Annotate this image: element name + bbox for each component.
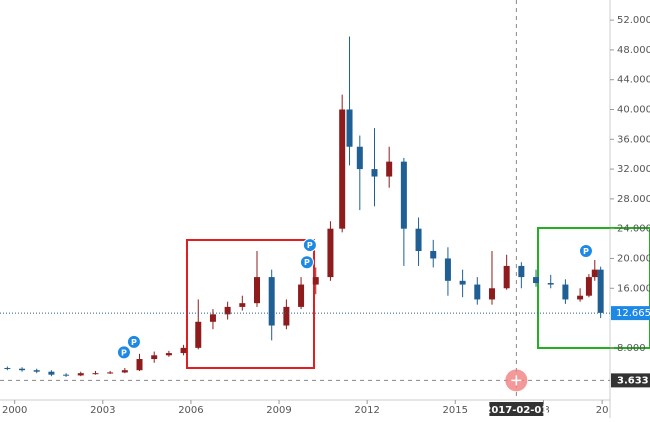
y-tick-label: 40.000 — [617, 104, 650, 115]
crosshair-y-label: 3.633 — [617, 375, 649, 386]
x-tick-label: 18 — [537, 405, 550, 416]
x-tick-label: 2009 — [266, 405, 291, 416]
candle-body — [597, 269, 604, 313]
marker-label: P — [583, 247, 589, 256]
candle-body — [63, 374, 70, 376]
candle-body — [474, 284, 481, 300]
crosshair-x-box — [489, 402, 544, 416]
candle-body — [77, 373, 84, 376]
candle-body — [254, 277, 261, 304]
last-price-box — [611, 306, 650, 321]
marker — [126, 334, 141, 349]
candle-body — [547, 283, 554, 285]
candle-body — [386, 161, 393, 177]
candle-body — [298, 284, 305, 307]
marker — [116, 345, 131, 360]
y-tick-label: 16.000 — [617, 283, 650, 294]
marker — [578, 244, 593, 259]
candle-body — [562, 284, 569, 300]
candle-body — [224, 306, 231, 315]
highlight-box — [537, 227, 650, 349]
candle-body — [356, 146, 363, 170]
candle-body — [371, 169, 378, 177]
candle-body — [488, 288, 495, 300]
candle-body — [430, 251, 437, 259]
candle-body — [92, 373, 99, 375]
candle-body — [239, 303, 246, 307]
marker-label: P — [304, 258, 310, 267]
candle-body — [339, 109, 346, 229]
y-tick-label: 28.000 — [617, 194, 650, 205]
candle-body — [503, 265, 510, 289]
candle-body — [415, 228, 422, 252]
candle-body — [518, 265, 525, 278]
y-tick-label: 32.000 — [617, 164, 650, 175]
candle-body — [165, 353, 172, 356]
y-tick-label: 24.000 — [617, 224, 650, 235]
candle-body — [4, 367, 11, 369]
marker-label: P — [307, 241, 313, 250]
candle-body — [283, 306, 290, 326]
candle-body — [459, 280, 466, 285]
candle-body — [400, 161, 407, 229]
x-tick-label: 2006 — [178, 405, 203, 416]
candle-body — [209, 314, 216, 322]
candle-body — [268, 277, 275, 326]
y-tick-label: 48.000 — [617, 45, 650, 56]
cursor-cross — [511, 375, 522, 386]
candle-body — [533, 277, 540, 284]
candle-body — [33, 370, 40, 372]
y-tick-label: 8.000 — [617, 343, 646, 354]
candle-body — [312, 277, 319, 285]
crosshair-y-box — [611, 373, 650, 388]
marker-label: P — [131, 338, 137, 347]
x-tick-label: 2012 — [354, 405, 379, 416]
marker — [299, 255, 314, 270]
last-price-label: 12.665 — [616, 308, 650, 319]
candle-body — [327, 228, 334, 278]
y-tick-label: 36.000 — [617, 134, 650, 145]
candle-body — [195, 321, 202, 348]
y-tick-label: 20.000 — [617, 253, 650, 264]
x-tick-label: 2003 — [90, 405, 115, 416]
crosshair-x-label: 2017-02-01 — [484, 405, 548, 416]
candle-body — [180, 347, 187, 354]
candle-body — [107, 372, 114, 374]
candle-body — [585, 277, 592, 296]
x-tick-label: 20 — [596, 405, 609, 416]
highlight-box — [186, 239, 315, 369]
y-tick-label: 52.000 — [617, 15, 650, 26]
candle-body — [346, 109, 353, 147]
candle-body — [48, 371, 55, 375]
x-tick-label: 2000 — [2, 405, 27, 416]
candle-body — [151, 355, 158, 360]
candle-body — [121, 370, 128, 373]
candle-body — [591, 269, 598, 278]
candle-body — [577, 295, 584, 300]
marker — [302, 238, 317, 253]
x-tick-label: 2015 — [443, 405, 468, 416]
y-tick-label: 44.000 — [617, 75, 650, 86]
candle-body — [444, 258, 451, 281]
candle-body — [19, 368, 26, 371]
marker-label: P — [121, 348, 127, 357]
candle-body — [136, 359, 143, 371]
